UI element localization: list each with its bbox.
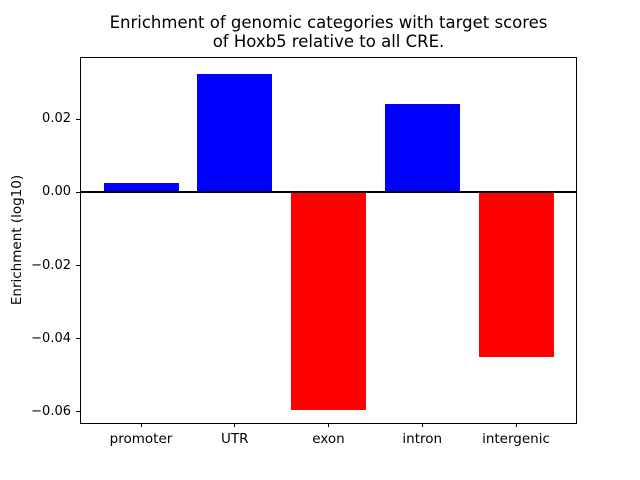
bar-promoter — [103, 183, 179, 193]
x-tick-label-intergenic: intergenic — [482, 431, 550, 447]
bar-UTR — [197, 74, 273, 193]
bar-exon — [291, 192, 366, 410]
x-tick-label-intron: intron — [402, 431, 443, 447]
x-tick-label-promoter: promoter — [109, 431, 173, 447]
plot-area: 0.02 0.00 −0.02 −0.04 −0.06 promoter UTR exon in… — [31, 57, 577, 447]
y-tick-label: 0.02 — [42, 111, 71, 127]
x-tick-label-exon: exon — [312, 431, 345, 447]
y-tick-mark — [76, 265, 80, 267]
y-tick-mark — [76, 411, 80, 413]
y-tick-label: −0.06 — [31, 403, 71, 419]
x-tick-mark — [421, 423, 423, 427]
x-tick-mark — [140, 423, 142, 427]
bar-intergenic — [478, 192, 554, 358]
y-tick-mark — [76, 118, 80, 120]
x-tick-mark — [515, 423, 517, 427]
y-tick-mark — [76, 338, 80, 340]
y-tick-label: −0.02 — [31, 257, 71, 273]
y-tick-mark — [76, 191, 80, 193]
zero-baseline — [81, 191, 576, 194]
x-tick-mark — [328, 423, 329, 427]
bar-intron — [384, 104, 460, 193]
chart-title: Enrichment of genomic categories with ta… — [109, 13, 548, 51]
y-tick-label: 0.00 — [42, 184, 71, 200]
y-tick-label: −0.04 — [31, 330, 71, 346]
x-tick-mark — [234, 423, 236, 427]
x-tick-label-UTR: UTR — [220, 431, 249, 447]
